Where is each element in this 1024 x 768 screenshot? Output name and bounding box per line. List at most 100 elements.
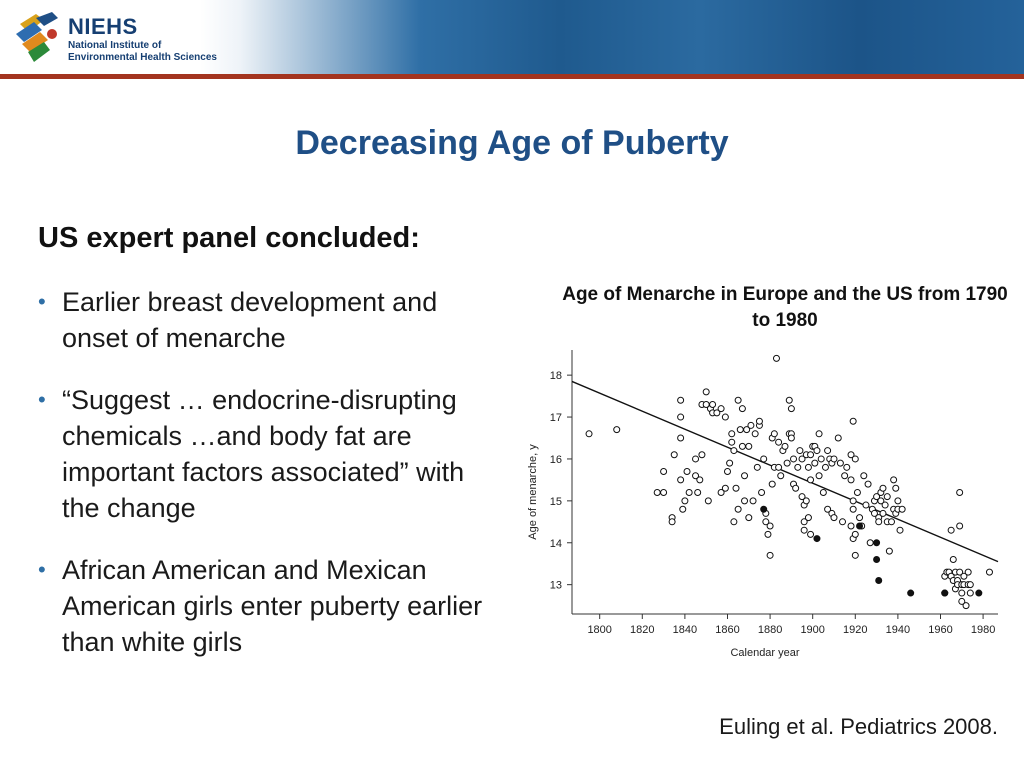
data-point-open xyxy=(794,463,802,471)
header-rule xyxy=(0,74,1024,79)
data-point-open xyxy=(762,518,770,526)
data-point-open xyxy=(830,455,838,463)
x-tick-label: 1960 xyxy=(928,624,952,636)
data-point-open xyxy=(730,447,738,455)
data-point-open xyxy=(766,522,774,530)
niehs-logo-mark-icon xyxy=(16,12,58,62)
data-point-open xyxy=(787,434,795,442)
data-point-open xyxy=(677,396,685,404)
data-point-open xyxy=(696,476,704,484)
data-point-open xyxy=(734,396,742,404)
data-point-open xyxy=(764,530,772,538)
data-point-filled xyxy=(873,556,881,564)
data-point-open xyxy=(723,468,731,476)
data-point-open xyxy=(694,488,702,496)
y-tick-label: 16 xyxy=(550,454,562,466)
data-point-open xyxy=(985,568,993,576)
data-point-open xyxy=(966,589,974,597)
trend-line xyxy=(571,380,999,563)
data-point-filled xyxy=(975,589,983,597)
x-tick-label: 1900 xyxy=(800,624,824,636)
data-point-open xyxy=(949,556,957,564)
data-point-filled xyxy=(941,589,949,597)
data-point-open xyxy=(890,476,898,484)
data-point-open xyxy=(728,430,736,438)
data-point-open xyxy=(860,472,868,480)
data-point-open xyxy=(896,526,904,534)
data-point-open xyxy=(768,480,776,488)
data-point-open xyxy=(698,451,706,459)
data-point-open xyxy=(732,484,740,492)
data-point-open xyxy=(849,497,857,505)
data-point-open xyxy=(741,472,749,480)
data-point-open xyxy=(956,568,964,576)
data-point-open xyxy=(683,468,691,476)
data-point-open xyxy=(883,493,891,501)
x-tick-label: 1860 xyxy=(715,624,739,636)
niehs-logo[interactable]: NIEHS National Institute of Environmenta… xyxy=(14,10,217,66)
data-point-open xyxy=(734,505,742,513)
data-point-open xyxy=(824,505,832,513)
data-point-open xyxy=(685,488,693,496)
data-point-open xyxy=(815,430,823,438)
data-point-open xyxy=(668,518,676,526)
citation: Euling et al. Pediatrics 2008. xyxy=(719,714,998,739)
bullet-dot-icon: • xyxy=(38,289,46,314)
x-tick-label: 1840 xyxy=(673,624,697,636)
data-point-open xyxy=(821,463,829,471)
x-tick-label: 1880 xyxy=(758,624,782,636)
data-point-open xyxy=(728,438,736,446)
y-tick-label: 18 xyxy=(550,370,562,382)
data-point-open xyxy=(830,514,838,522)
data-point-open xyxy=(745,442,753,450)
data-point-open xyxy=(851,530,859,538)
panel-heading: US expert panel concluded: xyxy=(38,222,420,254)
data-point-open xyxy=(770,430,778,438)
data-point-open xyxy=(717,405,725,413)
data-point-open xyxy=(766,551,774,559)
data-point-filled xyxy=(760,505,768,513)
data-point-open xyxy=(717,488,725,496)
slide-title: Decreasing Age of Puberty xyxy=(295,124,729,162)
data-point-open xyxy=(879,484,887,492)
data-point-open xyxy=(721,413,729,421)
data-point-open xyxy=(807,451,815,459)
data-point-open xyxy=(781,442,789,450)
data-point-open xyxy=(824,447,832,455)
data-point-open xyxy=(758,488,766,496)
data-point-open xyxy=(760,455,768,463)
data-point-open xyxy=(847,522,855,530)
data-point-open xyxy=(881,501,889,509)
data-point-open xyxy=(753,463,761,471)
data-point-open xyxy=(839,518,847,526)
data-point-open xyxy=(813,447,821,455)
data-point-open xyxy=(962,602,970,610)
data-point-open xyxy=(775,463,783,471)
data-point-open xyxy=(704,497,712,505)
bullet-list: • Earlier breast development and onset o… xyxy=(38,284,508,686)
data-point-open xyxy=(800,518,808,526)
data-point-open xyxy=(875,518,883,526)
y-tick-label: 17 xyxy=(550,412,562,424)
data-point-open xyxy=(736,426,744,434)
data-point-open xyxy=(947,526,955,534)
data-point-open xyxy=(892,484,900,492)
x-tick-label: 1800 xyxy=(587,624,611,636)
data-point-open xyxy=(702,388,710,396)
data-point-open xyxy=(677,413,685,421)
x-tick-label: 1820 xyxy=(630,624,654,636)
data-point-open xyxy=(819,488,827,496)
data-point-open xyxy=(879,509,887,517)
bullet-text: “Suggest … endocrine-disrupting chemical… xyxy=(62,385,465,523)
data-point-open xyxy=(747,421,755,429)
data-point-open xyxy=(749,497,757,505)
data-point-open xyxy=(851,551,859,559)
data-point-open xyxy=(815,472,823,480)
data-point-open xyxy=(864,480,872,488)
data-point-open xyxy=(804,514,812,522)
data-point-open xyxy=(836,459,844,467)
y-tick-label: 14 xyxy=(550,538,562,550)
data-point-open xyxy=(738,442,746,450)
data-point-open xyxy=(964,568,972,576)
data-point-open xyxy=(798,493,806,501)
